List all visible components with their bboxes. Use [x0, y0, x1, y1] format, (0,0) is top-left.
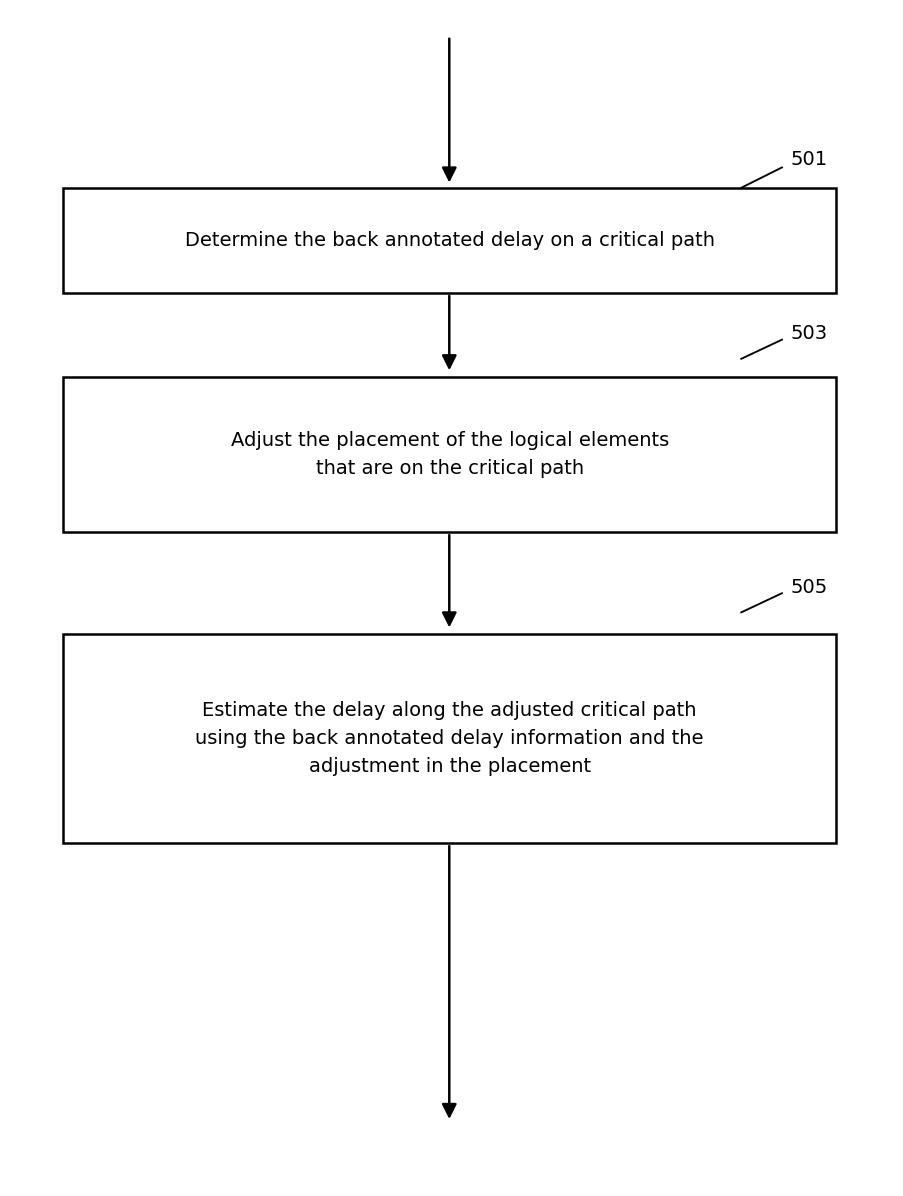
Bar [63, 377, 835, 532]
Text: 501: 501 [790, 150, 827, 169]
Text: Determine the back annotated delay on a critical path: Determine the back annotated delay on a … [184, 231, 714, 250]
Bar [63, 634, 835, 843]
Text: Adjust the placement of the logical elements
that are on the critical path: Adjust the placement of the logical elem… [230, 431, 668, 478]
Text: 503: 503 [790, 324, 827, 343]
Bar [63, 188, 835, 293]
Text: 505: 505 [790, 578, 827, 597]
Text: Estimate the delay along the adjusted critical path
using the back annotated del: Estimate the delay along the adjusted cr… [195, 701, 703, 776]
